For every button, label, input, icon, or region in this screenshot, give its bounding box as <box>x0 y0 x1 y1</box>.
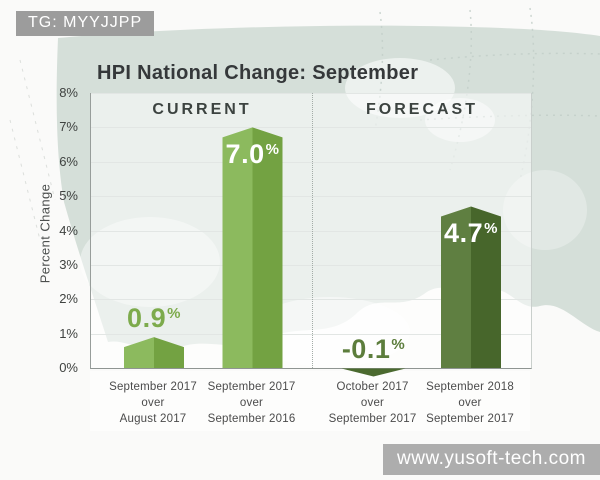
corner-tag-badge: TG: MYYJJPP <box>16 11 155 36</box>
x-category-line: September 2017 <box>426 412 514 425</box>
x-category-line: October 2017 <box>336 381 409 393</box>
bar-value-label: 4.7% <box>411 219 531 252</box>
x-category-line: over <box>239 396 264 409</box>
bar-value-label: -0.1% <box>314 335 434 368</box>
percent-sign: % <box>484 220 498 238</box>
y-tick-label: 4% <box>59 222 78 238</box>
x-category-line: September 2017 <box>109 381 197 393</box>
y-tick-label: 8% <box>59 85 78 100</box>
watermark: www.yusoft-tech.com <box>383 444 600 475</box>
bar-left-face <box>222 127 253 368</box>
gridline <box>91 264 531 266</box>
x-category-line: over <box>458 396 482 409</box>
section-divider-line <box>312 93 313 368</box>
bar-left-face <box>124 337 154 368</box>
bar-right-face <box>252 127 283 368</box>
gridline <box>91 161 531 163</box>
percent-sign: % <box>167 305 181 323</box>
x-category-line: September 2018 <box>426 381 514 393</box>
y-axis-ticks: 8% 7% 6% 5% 4% 3% 2% 1% 0% <box>44 85 84 377</box>
x-category-line: September 2017 <box>207 381 296 393</box>
x-category-line: over <box>141 396 165 409</box>
bar-value-number: 7.0 <box>225 139 265 170</box>
gridline <box>91 299 531 301</box>
gridline <box>91 196 531 198</box>
x-category-line: September 2017 <box>328 412 417 425</box>
percent-sign: % <box>391 336 406 353</box>
bar-right-face <box>154 337 184 368</box>
bar-right-face <box>471 206 501 368</box>
y-tick-label: 7% <box>59 119 78 135</box>
bar-value-number: 0.9 <box>127 303 167 334</box>
x-category-label: September 2017 over September 2016 <box>177 380 327 428</box>
map-coast-lines <box>9 59 56 241</box>
percent-sign: % <box>265 141 280 159</box>
section-header-forecast: FORECAST <box>366 101 478 118</box>
xlabel-backdrop <box>90 371 530 431</box>
section-header-current: CURRENT <box>152 101 252 118</box>
x-category-label: September 2017 over August 2017 <box>78 380 228 428</box>
bar-value-number: -0.1 <box>341 334 391 364</box>
plot-area: CURRENT FORECAST 0.9% 7.0% -0.1% 4.7% <box>90 93 532 377</box>
gridline <box>91 127 531 129</box>
gridline <box>91 230 531 232</box>
bar-value-number: 4.7 <box>444 218 484 249</box>
y-tick-label: 1% <box>59 325 78 341</box>
y-tick-label: 2% <box>59 291 78 307</box>
chart-title: HPI National Change: September <box>97 62 419 84</box>
x-category-label: September 2018 over September 2017 <box>395 380 545 428</box>
bar-left-face <box>441 206 471 368</box>
negative-bar-wedge <box>341 368 406 377</box>
y-tick-label: 6% <box>59 153 78 169</box>
bar-value-label: 7.0% <box>193 140 313 173</box>
y-tick-label: 5% <box>59 188 78 204</box>
y-tick-label: 0% <box>59 360 78 375</box>
x-category-line: over <box>360 396 385 409</box>
x-category-line: September 2016 <box>207 412 296 425</box>
x-category-line: August 2017 <box>119 412 187 425</box>
y-tick-label: 3% <box>59 256 78 272</box>
gridline <box>91 93 531 94</box>
x-axis-labels: September 2017 over August 2017 September 2… <box>90 380 530 430</box>
gridline <box>91 333 531 335</box>
bars-layer <box>124 127 501 377</box>
bar-value-label: 0.9% <box>94 304 214 337</box>
x-category-label: October 2017 over September 2017 <box>298 380 448 428</box>
